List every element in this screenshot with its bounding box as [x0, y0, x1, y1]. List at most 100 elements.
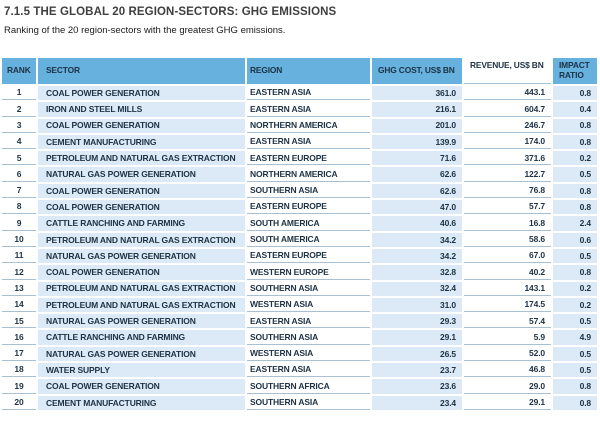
impact-ratio-cell: 0.8	[553, 134, 597, 150]
revenue-cell: 5.9	[464, 330, 551, 345]
revenue-cell: 143.1	[464, 281, 551, 296]
region-cell: EASTERN ASIA	[247, 363, 370, 378]
ghg-emissions-table: RANK SECTOR REGION GHG COST, US$ BN REVE…	[0, 56, 599, 412]
impact-ratio-cell: 0.5	[553, 346, 597, 362]
rank-cell: 17	[2, 346, 36, 362]
revenue-cell: 57.7	[464, 200, 551, 215]
impact-ratio-cell: 0.8	[553, 265, 597, 280]
rank-cell: 7	[2, 183, 36, 199]
table-row: 9 CATTLE RANCHING AND FARMING SOUTH AMERIC…	[2, 216, 597, 231]
rank-cell: 19	[2, 379, 36, 394]
revenue-cell: 122.7	[464, 167, 551, 182]
sector-cell: NATURAL GAS POWER GENERATION	[38, 248, 245, 264]
impact-ratio-cell: 0.8	[553, 379, 597, 394]
table-row: 17 NATURAL GAS POWER GENERATION WESTERN AS…	[2, 346, 597, 362]
table-row: 4 CEMENT MANUFACTURING EASTERN ASIA 139.9 17…	[2, 134, 597, 150]
region-cell: EASTERN ASIA	[247, 314, 370, 329]
impact-ratio-cell: 0.4	[553, 102, 597, 117]
rank-cell: 15	[2, 314, 36, 329]
revenue-cell: 443.1	[464, 86, 551, 101]
rank-cell: 11	[2, 248, 36, 264]
impact-ratio-cell: 0.5	[553, 314, 597, 329]
sector-cell: COAL POWER GENERATION	[38, 86, 245, 101]
rank-cell: 4	[2, 134, 36, 150]
region-cell: WESTERN EUROPE	[247, 265, 370, 280]
sector-cell: PETROLEUM AND NATURAL GAS EXTRACTION	[38, 232, 245, 247]
revenue-cell: 174.5	[464, 297, 551, 313]
impact-ratio-cell: 0.8	[553, 395, 597, 410]
ghg-cost-cell: 32.4	[372, 281, 462, 296]
rank-cell: 6	[2, 167, 36, 182]
sector-cell: CEMENT MANUFACTURING	[38, 395, 245, 410]
ghg-cost-cell: 34.2	[372, 248, 462, 264]
impact-ratio-cell: 4.9	[553, 330, 597, 345]
rank-cell: 12	[2, 265, 36, 280]
impact-ratio-cell: 0.5	[553, 167, 597, 182]
region-cell: WESTERN ASIA	[247, 297, 370, 313]
sector-cell: PETROLEUM AND NATURAL GAS EXTRACTION	[38, 281, 245, 296]
table-row: 13 PETROLEUM AND NATURAL GAS EXTRACTION SO…	[2, 281, 597, 296]
sector-cell: COAL POWER GENERATION	[38, 379, 245, 394]
ghg-cost-cell: 23.7	[372, 363, 462, 378]
revenue-cell: 604.7	[464, 102, 551, 117]
ghg-cost-cell: 361.0	[372, 86, 462, 101]
ghg-cost-cell: 201.0	[372, 118, 462, 133]
sector-cell: PETROLEUM AND NATURAL GAS EXTRACTION	[38, 151, 245, 166]
sector-cell: COAL POWER GENERATION	[38, 183, 245, 199]
sector-cell: COAL POWER GENERATION	[38, 200, 245, 215]
revenue-cell: 58.6	[464, 232, 551, 247]
page-subtitle: Ranking of the 20 region-sectors with th…	[4, 25, 286, 36]
ghg-cost-cell: 29.3	[372, 314, 462, 329]
sector-cell: WATER SUPPLY	[38, 363, 245, 378]
ghg-cost-cell: 31.0	[372, 297, 462, 313]
page-title: 7.1.5 THE GLOBAL 20 REGION-SECTORS: GHG …	[4, 6, 337, 18]
table-row: 8 COAL POWER GENERATION EASTERN EUROPE 47.0…	[2, 200, 597, 215]
table-row: 20 CEMENT MANUFACTURING SOUTHERN ASIA 23.4 2…	[2, 395, 597, 410]
table-row: 16 CATTLE RANCHING AND FARMING SOUTHERN AS…	[2, 330, 597, 345]
region-cell: SOUTH AMERICA	[247, 216, 370, 231]
region-cell: EASTERN ASIA	[247, 86, 370, 101]
sector-cell: IRON AND STEEL MILLS	[38, 102, 245, 117]
revenue-cell: 57.4	[464, 314, 551, 329]
rank-cell: 8	[2, 200, 36, 215]
rank-cell: 16	[2, 330, 36, 345]
sector-cell: NATURAL GAS POWER GENERATION	[38, 167, 245, 182]
ghg-cost-cell: 29.1	[372, 330, 462, 345]
sector-cell: NATURAL GAS POWER GENERATION	[38, 314, 245, 329]
sector-cell: CATTLE RANCHING AND FARMING	[38, 216, 245, 231]
rank-cell: 18	[2, 363, 36, 378]
region-cell: NORTHERN AMERICA	[247, 118, 370, 133]
rank-cell: 10	[2, 232, 36, 247]
ghg-cost-cell: 139.9	[372, 134, 462, 150]
impact-ratio-cell: 0.8	[553, 86, 597, 101]
column-header-region: REGION	[247, 58, 370, 84]
region-cell: SOUTHERN AFRICA	[247, 379, 370, 394]
ghg-cost-cell: 71.6	[372, 151, 462, 166]
sector-cell: NATURAL GAS POWER GENERATION	[38, 346, 245, 362]
ghg-cost-cell: 216.1	[372, 102, 462, 117]
sector-cell: PETROLEUM AND NATURAL GAS EXTRACTION	[38, 297, 245, 313]
revenue-cell: 67.0	[464, 248, 551, 264]
column-header-sector: SECTOR	[38, 58, 245, 84]
impact-ratio-cell: 0.2	[553, 297, 597, 313]
impact-ratio-cell: 0.8	[553, 118, 597, 133]
column-header-ghg-cost: GHG COST, US$ BN	[372, 58, 462, 84]
impact-ratio-cell: 2.4	[553, 216, 597, 231]
table-row: 5 PETROLEUM AND NATURAL GAS EXTRACTION EAS…	[2, 151, 597, 166]
revenue-cell: 40.2	[464, 265, 551, 280]
table-body: 1 COAL POWER GENERATION EASTERN ASIA 361.0 4…	[2, 86, 597, 410]
rank-cell: 9	[2, 216, 36, 231]
revenue-cell: 174.0	[464, 134, 551, 150]
ghg-cost-cell: 23.6	[372, 379, 462, 394]
table-row: 12 COAL POWER GENERATION WESTERN EUROPE 32.…	[2, 265, 597, 280]
table-row: 15 NATURAL GAS POWER GENERATION EASTERN AS…	[2, 314, 597, 329]
column-header-rank: RANK	[2, 58, 36, 84]
sector-cell: CATTLE RANCHING AND FARMING	[38, 330, 245, 345]
impact-ratio-cell: 0.5	[553, 363, 597, 378]
table-row: 3 COAL POWER GENERATION NORTHERN AMERICA 20…	[2, 118, 597, 133]
ghg-cost-cell: 26.5	[372, 346, 462, 362]
revenue-cell: 52.0	[464, 346, 551, 362]
ghg-cost-cell: 40.6	[372, 216, 462, 231]
table-row: 11 NATURAL GAS POWER GENERATION EASTERN EU…	[2, 248, 597, 264]
revenue-cell: 29.1	[464, 395, 551, 410]
